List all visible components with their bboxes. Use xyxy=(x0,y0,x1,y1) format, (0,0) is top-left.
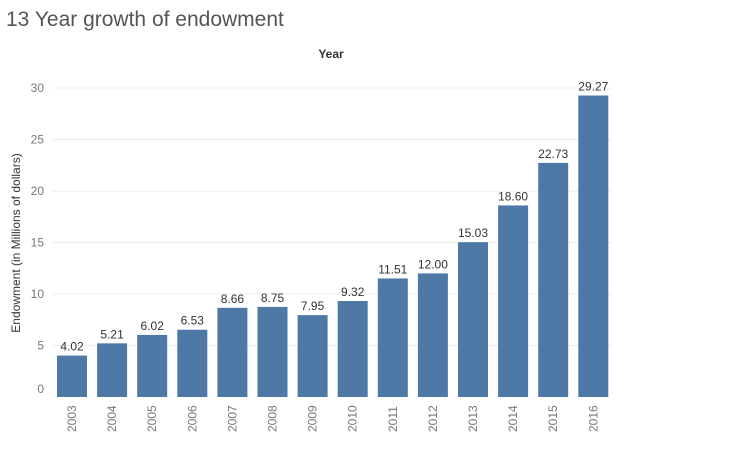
value-label-2004: 5.21 xyxy=(100,327,124,341)
bars xyxy=(57,95,609,398)
x-tick-label-2007: 2007 xyxy=(225,405,239,432)
bar-2012[interactable] xyxy=(417,273,448,397)
bar-2015[interactable] xyxy=(538,162,569,397)
y-tick-label: 25 xyxy=(31,133,45,147)
y-tick-label: 20 xyxy=(31,184,45,198)
y-tick-label: 15 xyxy=(31,236,45,250)
x-axis-ticks: 2003 2004 2005 2006 2007 2008 2009 2010 2011 2012… xyxy=(65,405,600,432)
x-tick-label-2008: 2008 xyxy=(266,405,280,432)
y-axis-ticks: 0 5 10 15 20 25 30 xyxy=(31,81,45,396)
value-label-2011: 11.51 xyxy=(378,262,407,276)
value-label-2015: 22.73 xyxy=(538,147,568,161)
value-label-2008: 8.75 xyxy=(261,291,285,305)
x-tick-label-2006: 2006 xyxy=(185,405,199,432)
bar-2005[interactable] xyxy=(137,334,168,397)
x-tick-label-2015: 2015 xyxy=(546,405,560,432)
bar-2006[interactable] xyxy=(177,329,208,397)
value-label-2013: 15.03 xyxy=(458,226,488,240)
x-tick-label-2016: 2016 xyxy=(586,405,600,432)
bar-2016[interactable] xyxy=(578,95,609,398)
y-axis-label: Endowment (in Millions of dollars) xyxy=(9,153,23,332)
value-label-2007: 8.66 xyxy=(221,292,245,306)
x-tick-label-2011: 2011 xyxy=(386,406,400,432)
x-tick-label-2010: 2010 xyxy=(346,405,360,432)
value-label-2006: 6.53 xyxy=(181,314,205,328)
bar-2007[interactable] xyxy=(217,307,248,397)
x-tick-label-2012: 2012 xyxy=(426,405,440,432)
bar-2003[interactable] xyxy=(57,355,87,397)
y-tick-label: 30 xyxy=(31,81,45,95)
value-label-2009: 7.95 xyxy=(301,299,325,313)
value-label-2005: 6.02 xyxy=(141,319,165,333)
y-tick-label: 5 xyxy=(37,339,44,353)
x-tick-label-2004: 2004 xyxy=(105,405,119,432)
bar-2009[interactable] xyxy=(297,315,328,397)
bar-2013[interactable] xyxy=(458,242,488,397)
chart-title: 13 Year growth of endowment xyxy=(6,8,284,31)
value-label-2012: 12.00 xyxy=(418,257,448,271)
bar-2011[interactable] xyxy=(377,278,408,397)
x-tick-label-2003: 2003 xyxy=(65,405,79,432)
x-tick-label-2014: 2014 xyxy=(506,405,520,432)
value-labels: 4.02 5.21 6.02 6.53 8.66 8.75 7.95 9.32 11.51 12.… xyxy=(60,80,608,354)
value-label-2016: 29.27 xyxy=(578,80,608,94)
x-tick-label-2013: 2013 xyxy=(466,405,480,432)
value-label-2014: 18.60 xyxy=(498,189,528,203)
bar-2014[interactable] xyxy=(498,205,529,397)
bar-2004[interactable] xyxy=(97,343,128,397)
bar-2008[interactable] xyxy=(257,306,288,397)
value-label-2010: 9.32 xyxy=(341,285,365,299)
y-tick-label: 0 xyxy=(37,382,44,396)
x-axis-label: Year xyxy=(318,47,344,61)
x-tick-label-2009: 2009 xyxy=(306,405,320,432)
y-tick-label: 10 xyxy=(31,287,45,301)
bar-2010[interactable] xyxy=(337,301,368,397)
x-tick-label-2005: 2005 xyxy=(145,405,159,432)
value-label-2003: 4.02 xyxy=(60,340,84,354)
